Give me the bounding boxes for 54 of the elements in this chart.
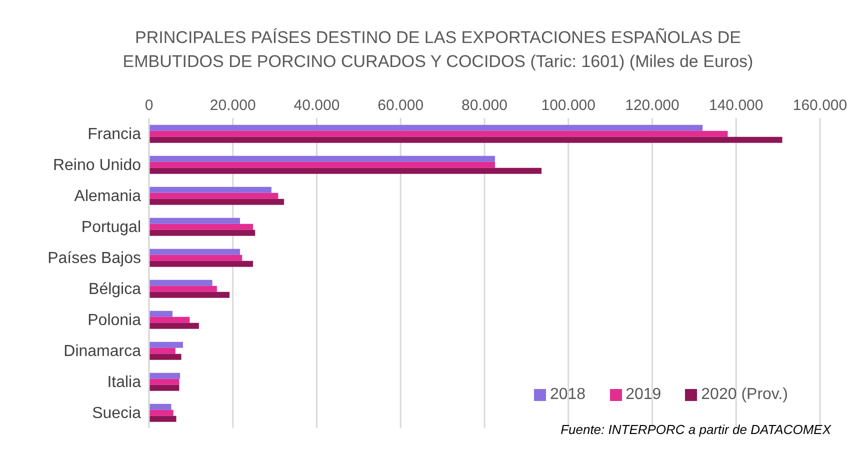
x-tick-label: 80.000 xyxy=(462,97,508,114)
bar xyxy=(149,378,180,385)
y-tick-label: Alemania xyxy=(74,188,142,206)
x-tick-label: 0 xyxy=(144,97,154,114)
bar xyxy=(149,224,254,230)
bar xyxy=(149,416,176,422)
x-tick-label: 20.000 xyxy=(210,97,256,114)
bar xyxy=(149,410,174,416)
bar xyxy=(149,348,176,354)
bar xyxy=(149,372,180,379)
bar xyxy=(149,192,278,199)
x-tick-label: 60.000 xyxy=(378,97,424,114)
x-tick-label: 120.000 xyxy=(625,97,680,114)
x-tick-label: 140.000 xyxy=(709,97,764,114)
bar xyxy=(149,248,240,255)
bar xyxy=(149,186,272,193)
chart-title: PRINCIPALES PAÍSES DESTINO DE LAS EXPORTACIONES ESPAÑOLAS DE EMBUTIDOS DE PORCINO CURADOS Y COCIDOS (Taric: 1601) (Miles de Euros) xyxy=(122,27,754,73)
bar xyxy=(149,124,703,131)
bar xyxy=(149,168,542,174)
y-tick-label: Francia xyxy=(88,126,142,144)
bar xyxy=(149,316,190,323)
bar xyxy=(149,136,782,143)
bar xyxy=(149,322,199,329)
bar xyxy=(149,354,182,360)
bar xyxy=(149,310,172,317)
annotation: Fuente: INTERPORC a partir de DATACOMEX xyxy=(560,422,831,437)
legend-label: 2019 xyxy=(626,386,662,403)
legend-label: 2018 xyxy=(550,386,586,403)
bar xyxy=(149,130,728,137)
x-tick-label: 40.000 xyxy=(294,97,340,114)
bar xyxy=(149,254,242,261)
y-tick-label: Países Bajos xyxy=(48,250,141,268)
bar xyxy=(149,198,284,205)
bar xyxy=(149,156,495,162)
y-tick-label: Suecia xyxy=(92,405,142,422)
y-tick-label: Bélgica xyxy=(88,281,142,298)
y-tick-label: Reino Unido xyxy=(52,157,142,174)
bar xyxy=(149,292,230,298)
bar xyxy=(149,404,172,410)
y-tick-label: Polonia xyxy=(88,312,142,330)
bar xyxy=(149,260,254,267)
y-tick-label: Dinamarca xyxy=(64,343,142,360)
bar xyxy=(149,342,183,348)
y-tick-label: Portugal xyxy=(81,219,141,236)
bar xyxy=(149,280,212,286)
y-tick-label: Italia xyxy=(107,374,142,392)
bar xyxy=(149,384,180,391)
bar xyxy=(149,162,495,168)
bar xyxy=(149,218,240,224)
bar xyxy=(149,230,256,236)
legend-label: 2020 (Prov.) xyxy=(701,386,788,403)
x-tick-label: 160.000 xyxy=(792,97,848,114)
bar xyxy=(149,286,217,292)
x-tick-label: 100.000 xyxy=(541,97,596,114)
